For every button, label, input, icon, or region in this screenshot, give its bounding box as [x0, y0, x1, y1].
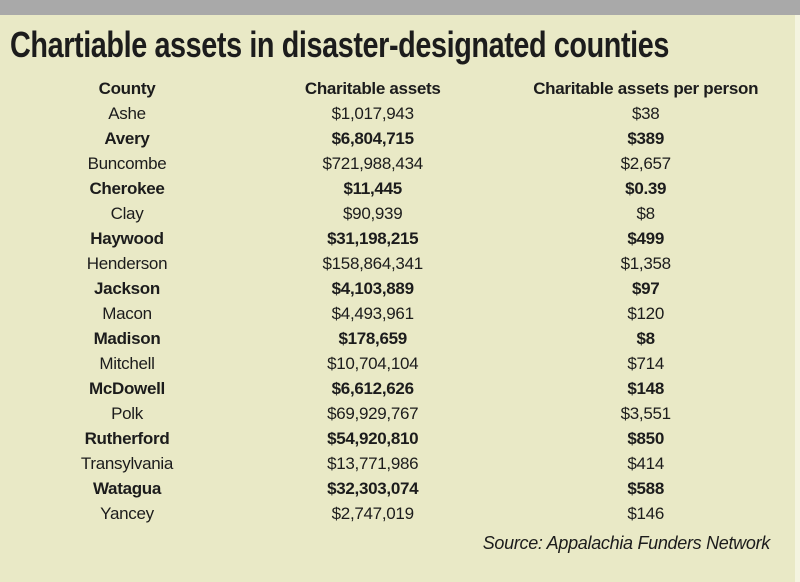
assets-per-person-cell: $714 — [627, 354, 664, 373]
charitable-assets-cell: $6,804,715 — [331, 129, 414, 148]
county-cell: Watagua — [92, 479, 162, 498]
charitable-assets-cell: $6,612,626 — [331, 379, 414, 398]
county-cell: Mitchell — [99, 354, 155, 373]
assets-per-person-cell: $8 — [636, 329, 656, 348]
table-row: Clay $90,939 $8 — [10, 201, 790, 226]
column-header-assets-per-person: Charitable assets per person — [533, 79, 759, 98]
assets-per-person-cell: $588 — [627, 479, 664, 498]
assets-per-person-cell: $97 — [631, 279, 660, 298]
right-edge-strip — [795, 15, 800, 582]
charitable-assets-cell: $31,198,215 — [327, 229, 419, 248]
table-row: Madison $178,659 $8 — [10, 326, 790, 351]
county-cell: Jackson — [94, 279, 160, 298]
assets-per-person-cell: $2,657 — [620, 154, 672, 173]
charitable-assets-cell: $10,704,104 — [327, 354, 419, 373]
assets-per-person-cell: $499 — [627, 229, 664, 248]
charitable-assets-cell: $54,920,810 — [327, 429, 419, 448]
table-row: Yancey $2,747,019 $146 — [10, 501, 790, 526]
charitable-assets-cell: $178,659 — [338, 329, 407, 348]
charitable-assets-cell: $721,988,434 — [322, 154, 423, 173]
table-row: Polk $69,929,767 $3,551 — [10, 401, 790, 426]
table-row: Rutherford $54,920,810 $850 — [10, 426, 790, 451]
charitable-assets-cell: $32,303,074 — [327, 479, 419, 498]
table-row: Watagua $32,303,074 $588 — [10, 476, 790, 501]
charitable-assets-cell: $13,771,986 — [327, 454, 419, 473]
charitable-assets-cell: $90,939 — [343, 204, 403, 223]
table-row: Cherokee $11,445 $0.39 — [10, 176, 790, 201]
county-cell: Macon — [102, 304, 152, 323]
county-cell: Cherokee — [89, 179, 165, 198]
assets-per-person-cell: $38 — [631, 104, 660, 123]
table-row: Haywood $31,198,215 $499 — [10, 226, 790, 251]
assets-per-person-cell: $148 — [627, 379, 664, 398]
table-header-row: County Charitable assets Charitable asse… — [10, 76, 790, 101]
county-cell: Transylvania — [80, 454, 174, 473]
county-cell: Avery — [104, 129, 150, 148]
charitable-assets-cell: $1,017,943 — [331, 104, 414, 123]
column-header-county: County — [98, 79, 156, 98]
charitable-assets-cell: $4,493,961 — [331, 304, 414, 323]
county-cell: Buncombe — [87, 154, 167, 173]
assets-per-person-cell: $8 — [636, 204, 656, 223]
table-row: Mitchell $10,704,104 $714 — [10, 351, 790, 376]
assets-per-person-cell: $3,551 — [620, 404, 672, 423]
assets-per-person-cell: $0.39 — [625, 179, 667, 198]
table-row: Buncombe $721,988,434 $2,657 — [10, 151, 790, 176]
county-cell: Polk — [111, 404, 143, 423]
table-row: Avery $6,804,715 $389 — [10, 126, 790, 151]
table-row: McDowell $6,612,626 $148 — [10, 376, 790, 401]
county-cell: McDowell — [88, 379, 165, 398]
county-cell: Yancey — [100, 504, 154, 523]
assets-per-person-cell: $389 — [627, 129, 664, 148]
table-body: Ashe $1,017,943 $38 Avery $6,804,715 $38… — [10, 101, 790, 526]
top-gray-bar — [0, 0, 800, 15]
table-row: Jackson $4,103,889 $97 — [10, 276, 790, 301]
table-row: Transylvania $13,771,986 $414 — [10, 451, 790, 476]
county-cell: Clay — [110, 204, 144, 223]
county-cell: Ashe — [108, 104, 146, 123]
assets-per-person-cell: $414 — [627, 454, 664, 473]
county-cell: Henderson — [86, 254, 168, 273]
charitable-assets-cell: $4,103,889 — [331, 279, 414, 298]
assets-per-person-cell: $146 — [627, 504, 664, 523]
county-cell: Haywood — [90, 229, 164, 248]
column-header-charitable-assets: Charitable assets — [304, 79, 441, 98]
table-row: Ashe $1,017,943 $38 — [10, 101, 790, 126]
assets-per-person-cell: $850 — [627, 429, 664, 448]
charitable-assets-cell: $11,445 — [343, 179, 402, 198]
assets-per-person-cell: $120 — [627, 304, 664, 323]
charitable-assets-cell: $69,929,767 — [327, 404, 419, 423]
source-credit: Source: Appalachia Funders Network — [482, 533, 771, 553]
table-row: Macon $4,493,961 $120 — [10, 301, 790, 326]
charitable-assets-cell: $158,864,341 — [322, 254, 423, 273]
county-cell: Madison — [93, 329, 161, 348]
assets-per-person-cell: $1,358 — [620, 254, 672, 273]
assets-table: County Charitable assets Charitable asse… — [10, 76, 790, 526]
charitable-assets-cell: $2,747,019 — [331, 504, 414, 523]
page-title: Chartiable assets in disaster-designated… — [10, 24, 670, 65]
county-cell: Rutherford — [84, 429, 170, 448]
table-row: Henderson $158,864,341 $1,358 — [10, 251, 790, 276]
